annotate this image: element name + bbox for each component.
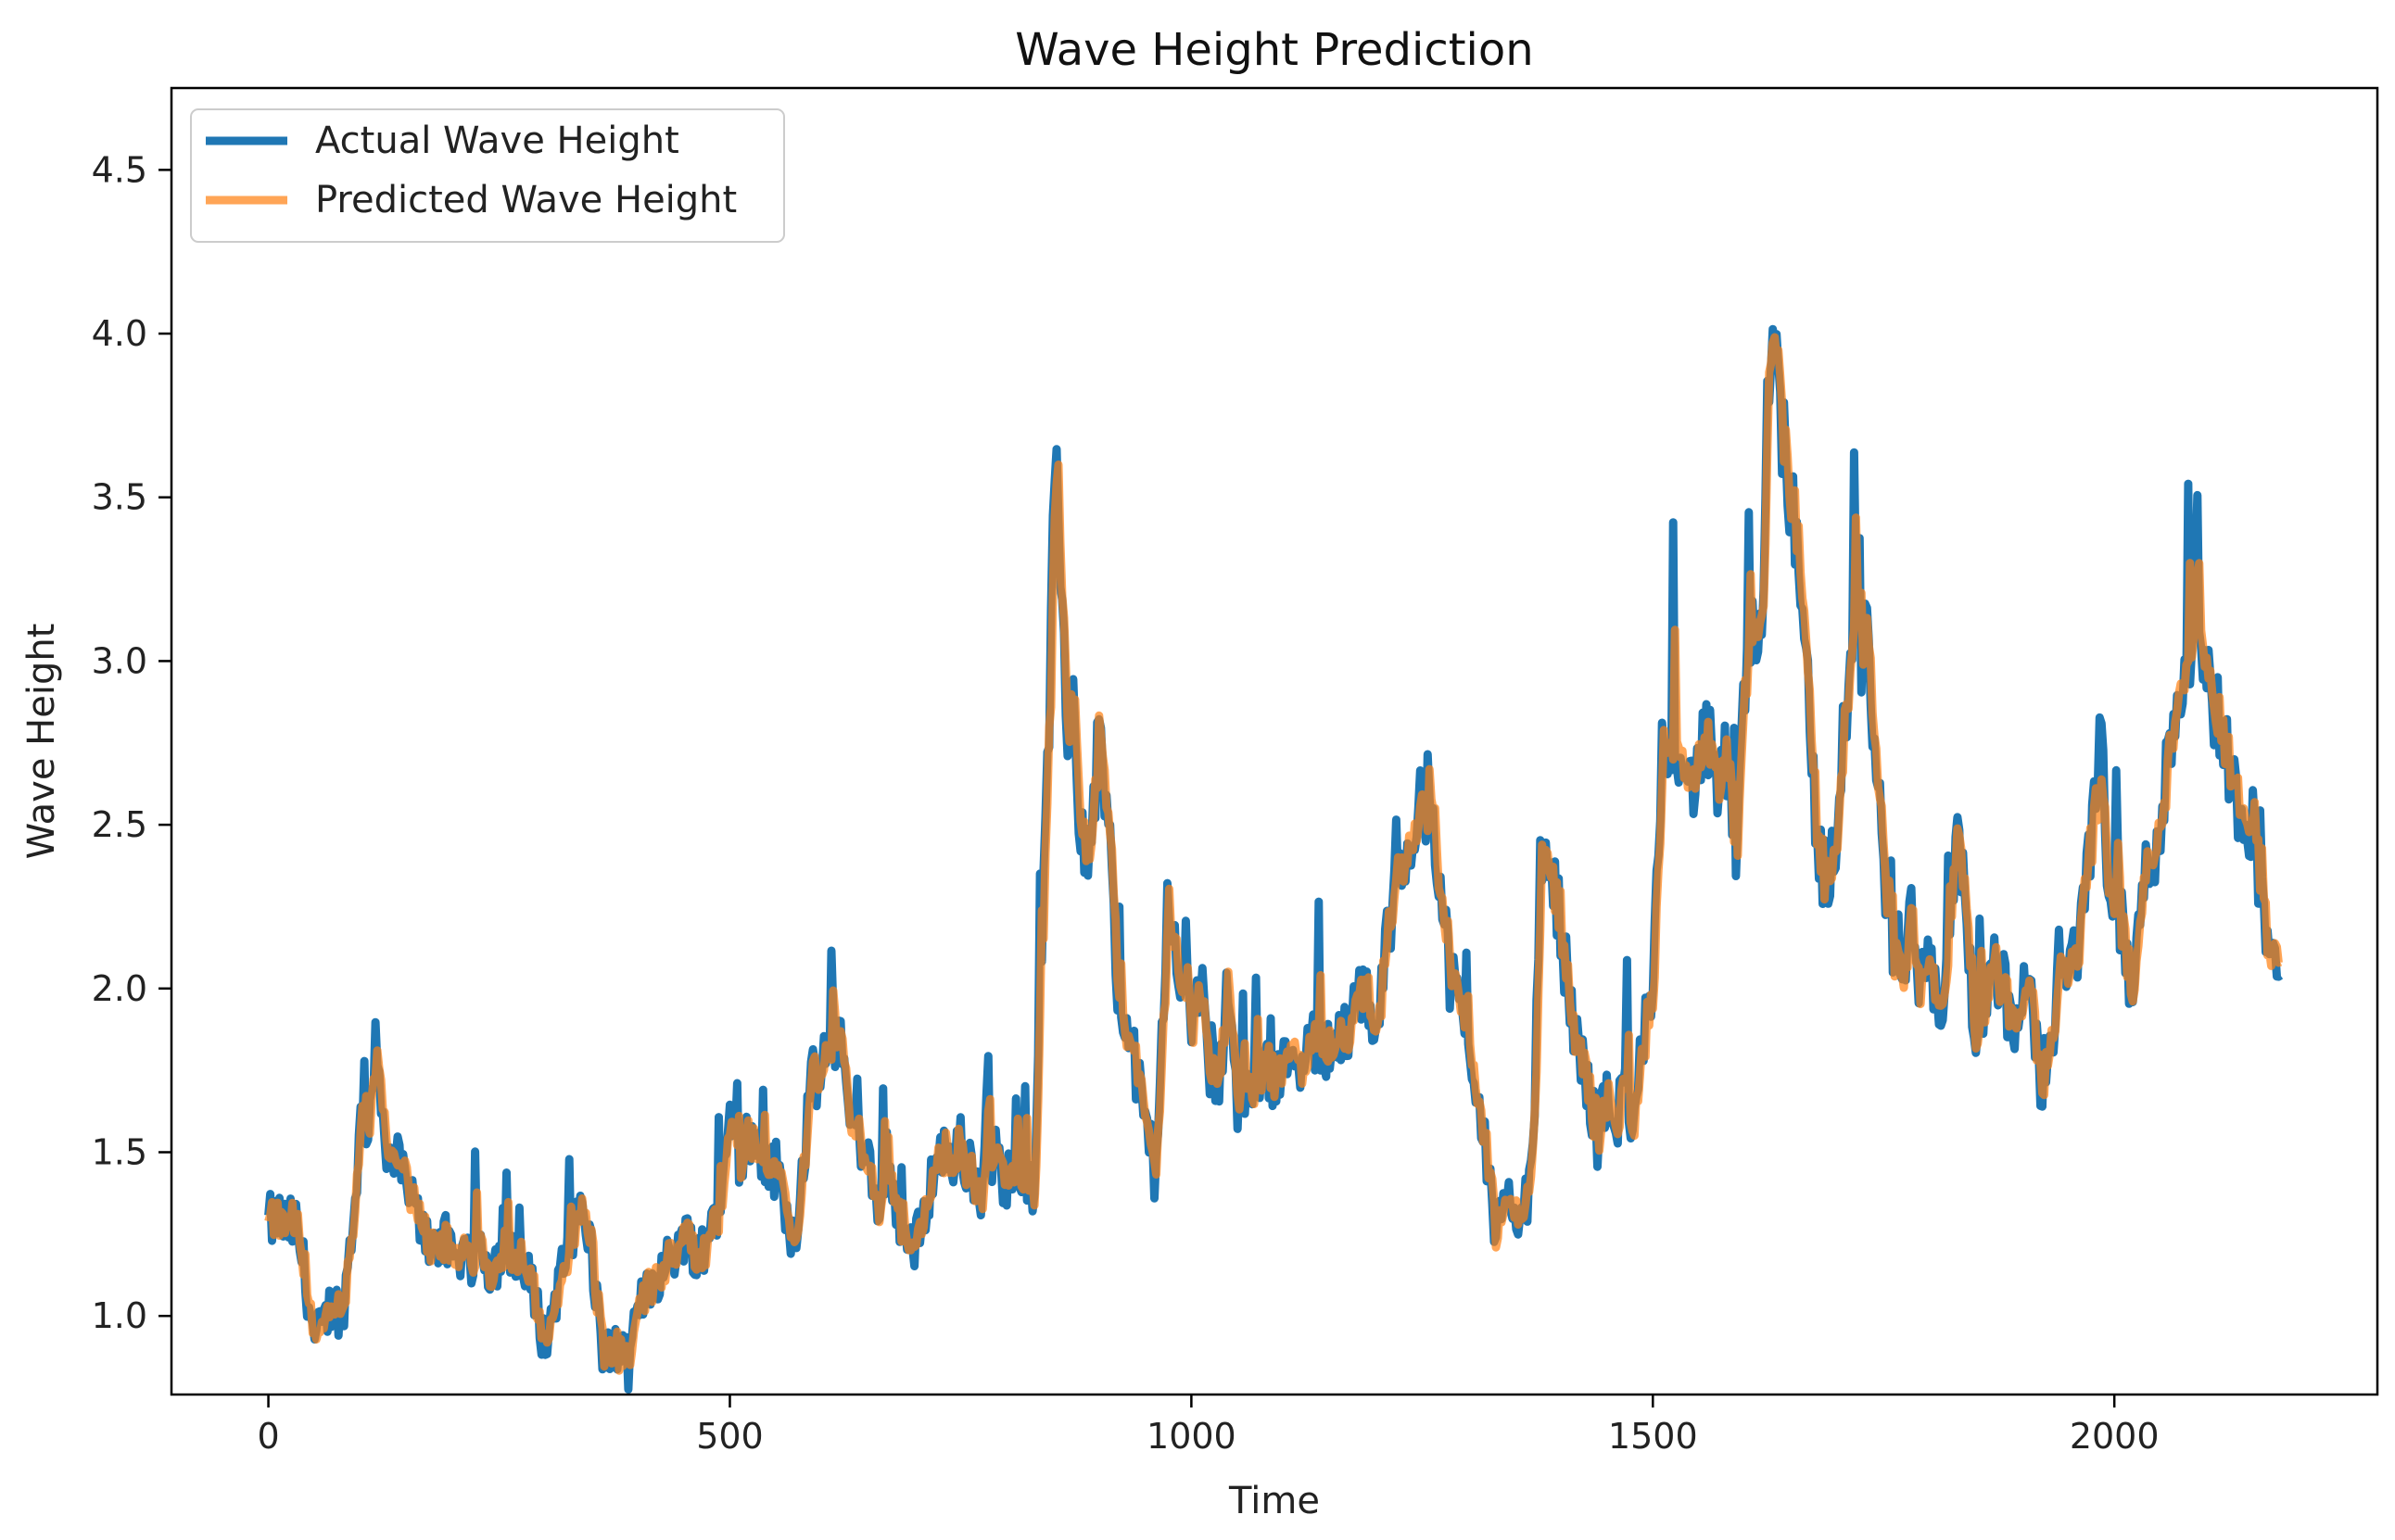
chart-title: Wave Height Prediction xyxy=(1015,24,1533,76)
series-line-predicted xyxy=(264,333,2283,1375)
x-tick-label: 1500 xyxy=(1608,1416,1698,1457)
y-tick-label: 3.5 xyxy=(92,477,147,518)
x-axis-ticks: 0 500 1000 1500 2000 xyxy=(257,1395,2160,1457)
y-tick-label: 1.0 xyxy=(92,1295,147,1336)
plot-frame xyxy=(170,86,2379,1396)
plot-lines xyxy=(264,324,2284,1394)
x-tick-label: 0 xyxy=(257,1416,279,1457)
legend-label-actual: Actual Wave Height xyxy=(315,120,679,162)
x-tick-label: 500 xyxy=(696,1416,764,1457)
x-axis-label: Time xyxy=(1228,1480,1320,1522)
y-tick-label: 2.5 xyxy=(92,804,147,845)
x-tick-label: 1000 xyxy=(1147,1416,1236,1457)
y-tick-label: 2.0 xyxy=(92,968,147,1009)
y-tick-label: 3.0 xyxy=(92,640,147,681)
y-tick-label: 1.5 xyxy=(92,1131,147,1172)
legend-label-predicted: Predicted Wave Height xyxy=(315,179,737,221)
y-axis-ticks: 1.0 1.5 2.0 2.5 3.0 3.5 4.0 4.5 xyxy=(92,149,171,1336)
y-tick-label: 4.5 xyxy=(92,149,147,190)
legend: Actual Wave Height Predicted Wave Height xyxy=(190,108,785,243)
y-tick-label: 4.0 xyxy=(92,313,147,354)
y-axis-label: Wave Height xyxy=(20,624,63,860)
legend-box xyxy=(190,108,785,243)
x-tick-label: 2000 xyxy=(2070,1416,2160,1457)
